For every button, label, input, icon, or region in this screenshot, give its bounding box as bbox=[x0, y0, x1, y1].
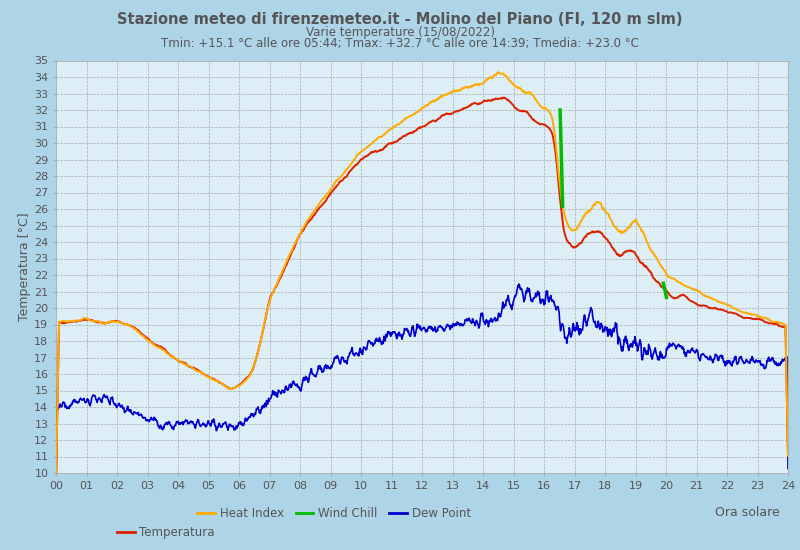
Text: Tmin: +15.1 °C alle ore 05:44; Tmax: +32.7 °C alle ore 14:39; Tmedia: +23.0 °C: Tmin: +15.1 °C alle ore 05:44; Tmax: +32… bbox=[161, 37, 639, 50]
Text: Stazione meteo di firenzemeteo.it - Molino del Piano (FI, 120 m slm): Stazione meteo di firenzemeteo.it - Moli… bbox=[118, 12, 682, 27]
Text: Varie temperature (15/08/2022): Varie temperature (15/08/2022) bbox=[306, 26, 494, 39]
Y-axis label: Temperatura [°C]: Temperatura [°C] bbox=[18, 212, 31, 321]
Text: Ora solare: Ora solare bbox=[715, 506, 780, 519]
Legend: Temperatura: Temperatura bbox=[112, 521, 219, 543]
